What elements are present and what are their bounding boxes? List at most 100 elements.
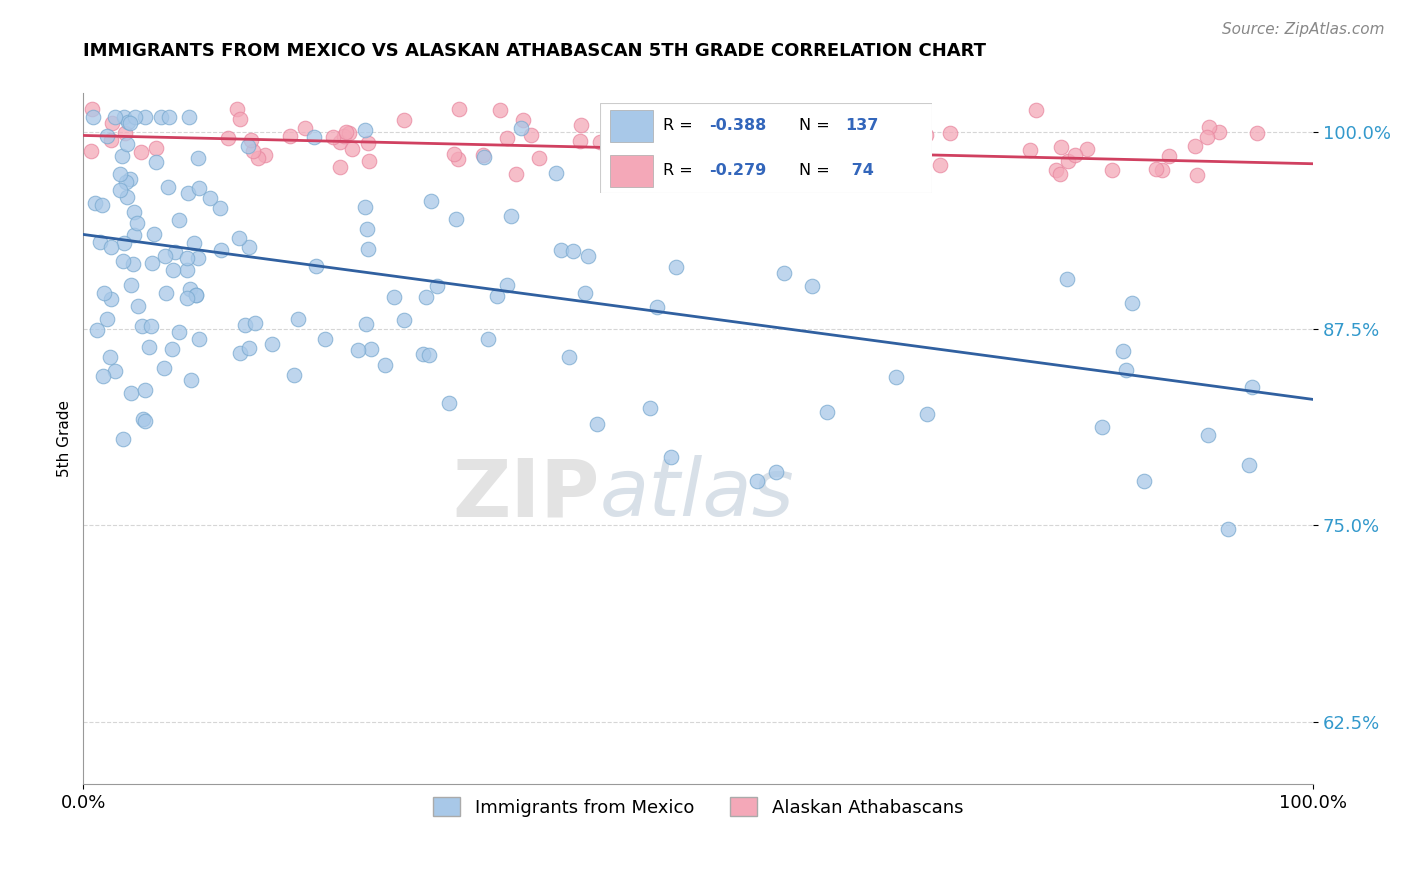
Point	[125, 216, 148, 230]
Point	[568, 134, 591, 148]
Point	[443, 147, 465, 161]
Point	[505, 167, 527, 181]
Point	[302, 130, 325, 145]
Point	[184, 288, 207, 302]
Point	[287, 312, 309, 326]
Point	[138, 340, 160, 354]
Point	[96, 311, 118, 326]
Point	[104, 110, 127, 124]
Point	[499, 209, 522, 223]
Point	[187, 181, 209, 195]
Point	[217, 131, 239, 145]
Point	[134, 110, 156, 124]
Point	[177, 186, 200, 200]
Point	[91, 368, 114, 383]
Point	[124, 227, 146, 242]
Point	[447, 102, 470, 116]
Point	[650, 129, 672, 144]
Point	[100, 133, 122, 147]
Point	[477, 332, 499, 346]
Text: IMMIGRANTS FROM MEXICO VS ALASKAN ATHABASCAN 5TH GRADE CORRELATION CHART: IMMIGRANTS FROM MEXICO VS ALASKAN ATHABA…	[83, 42, 986, 60]
Point	[101, 116, 124, 130]
Point	[228, 112, 250, 127]
Point	[353, 200, 375, 214]
Point	[84, 195, 107, 210]
Point	[86, 323, 108, 337]
Point	[118, 115, 141, 129]
Point	[129, 145, 152, 159]
Point	[589, 135, 612, 149]
Point	[177, 110, 200, 124]
Point	[471, 148, 494, 162]
Point	[100, 292, 122, 306]
Point	[1076, 142, 1098, 156]
Point	[162, 263, 184, 277]
Point	[337, 126, 360, 140]
Point	[1195, 130, 1218, 145]
Point	[176, 251, 198, 265]
Point	[165, 244, 187, 259]
Point	[134, 383, 156, 397]
Point	[1246, 126, 1268, 140]
Point	[939, 126, 962, 140]
Point	[122, 205, 145, 219]
Point	[765, 165, 787, 179]
Point	[576, 248, 599, 262]
Point	[145, 154, 167, 169]
Y-axis label: 5th Grade: 5th Grade	[58, 401, 72, 477]
Point	[1216, 522, 1239, 536]
Point	[243, 316, 266, 330]
Point	[773, 266, 796, 280]
Point	[156, 179, 179, 194]
Point	[569, 118, 592, 132]
Point	[392, 312, 415, 326]
Point	[228, 231, 250, 245]
Point	[120, 385, 142, 400]
Point	[160, 342, 183, 356]
Point	[550, 243, 572, 257]
Point	[495, 277, 517, 292]
Point	[659, 450, 682, 464]
Point	[134, 414, 156, 428]
Point	[294, 121, 316, 136]
Point	[329, 161, 352, 175]
Point	[1144, 162, 1167, 177]
Point	[801, 279, 824, 293]
Point	[437, 396, 460, 410]
Point	[863, 153, 886, 168]
Point	[544, 166, 567, 180]
Point	[82, 110, 104, 124]
Point	[800, 133, 823, 147]
Point	[1115, 363, 1137, 377]
Point	[110, 167, 132, 181]
Point	[198, 191, 221, 205]
Point	[167, 326, 190, 340]
Point	[832, 123, 855, 137]
Point	[472, 150, 495, 164]
Point	[253, 148, 276, 162]
Point	[141, 256, 163, 270]
Point	[512, 112, 534, 127]
Point	[91, 198, 114, 212]
Point	[1025, 103, 1047, 117]
Point	[169, 213, 191, 227]
Point	[820, 127, 842, 141]
Point	[120, 172, 142, 186]
Point	[183, 236, 205, 251]
Point	[236, 139, 259, 153]
Point	[347, 343, 370, 357]
Point	[187, 152, 209, 166]
Point	[357, 136, 380, 150]
Point	[117, 136, 139, 151]
Point	[239, 133, 262, 147]
Point	[561, 244, 583, 258]
Point	[903, 148, 925, 162]
Point	[1185, 168, 1208, 182]
Point	[322, 130, 344, 145]
Point	[558, 350, 581, 364]
Point	[1050, 140, 1073, 154]
Text: Source: ZipAtlas.com: Source: ZipAtlas.com	[1222, 22, 1385, 37]
Text: atlas: atlas	[600, 455, 794, 533]
Point	[704, 130, 727, 145]
Point	[1056, 272, 1078, 286]
